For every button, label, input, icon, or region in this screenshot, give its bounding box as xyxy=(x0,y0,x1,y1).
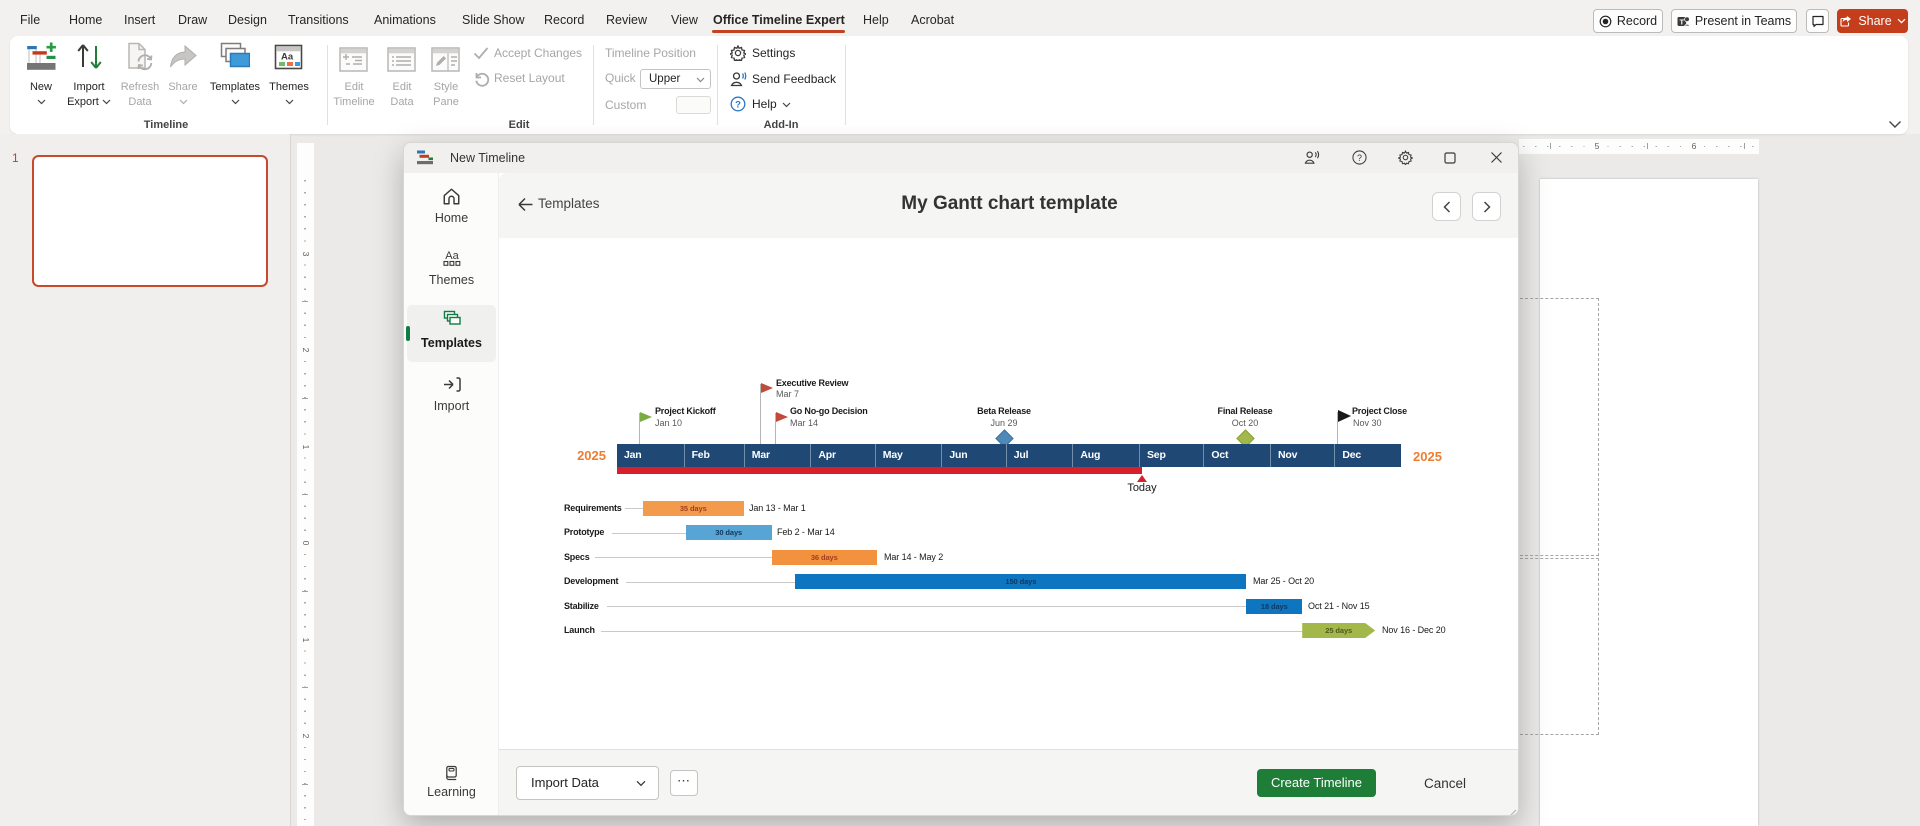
svg-text:Aa: Aa xyxy=(281,52,294,63)
svg-text:?: ? xyxy=(1357,153,1362,163)
svg-text:Aa: Aa xyxy=(445,250,459,262)
svg-text:?: ? xyxy=(735,99,741,110)
svg-text:T: T xyxy=(1679,17,1684,26)
